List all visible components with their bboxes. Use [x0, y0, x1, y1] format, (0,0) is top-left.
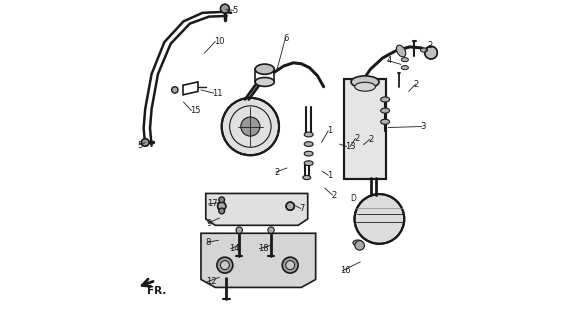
Text: FR.: FR.	[147, 286, 166, 296]
Text: 7: 7	[299, 204, 304, 213]
Ellipse shape	[255, 64, 274, 74]
Text: 1: 1	[327, 126, 332, 135]
Circle shape	[220, 261, 230, 270]
Text: 18: 18	[258, 244, 268, 253]
Text: 2: 2	[274, 168, 280, 177]
Text: 12: 12	[205, 277, 216, 286]
Bar	[344, 79, 386, 179]
Circle shape	[268, 227, 274, 233]
Ellipse shape	[381, 97, 390, 102]
Circle shape	[218, 202, 226, 210]
Polygon shape	[205, 194, 308, 225]
Ellipse shape	[355, 82, 375, 91]
Text: 5: 5	[232, 6, 238, 15]
Text: 8: 8	[205, 238, 211, 247]
Text: 10: 10	[214, 37, 224, 46]
Ellipse shape	[304, 151, 313, 156]
Text: 1: 1	[327, 171, 332, 180]
Circle shape	[425, 46, 437, 59]
Text: 2: 2	[354, 134, 359, 143]
Circle shape	[217, 257, 233, 273]
Ellipse shape	[304, 142, 313, 147]
Ellipse shape	[401, 58, 408, 62]
Ellipse shape	[397, 45, 406, 57]
Text: 2: 2	[369, 135, 374, 144]
Circle shape	[282, 257, 298, 273]
Ellipse shape	[401, 66, 408, 70]
Circle shape	[222, 98, 279, 155]
Circle shape	[286, 261, 294, 270]
Circle shape	[141, 139, 149, 146]
Circle shape	[236, 227, 242, 233]
Ellipse shape	[304, 132, 313, 137]
Ellipse shape	[381, 119, 390, 124]
Text: D: D	[351, 194, 356, 203]
Text: 3: 3	[420, 122, 425, 131]
Text: 2: 2	[428, 41, 433, 50]
Text: 14: 14	[229, 244, 239, 253]
Ellipse shape	[304, 161, 313, 165]
Text: 13: 13	[345, 142, 356, 151]
Circle shape	[286, 202, 294, 210]
Text: 17: 17	[207, 199, 218, 208]
Ellipse shape	[381, 108, 390, 113]
Polygon shape	[201, 233, 316, 287]
Circle shape	[355, 194, 404, 244]
Text: 15: 15	[190, 106, 200, 115]
Text: 2: 2	[414, 80, 419, 89]
Text: 5: 5	[137, 140, 142, 149]
Circle shape	[355, 241, 364, 250]
Ellipse shape	[255, 77, 274, 86]
Ellipse shape	[421, 48, 428, 52]
Circle shape	[241, 117, 260, 136]
Text: 11: 11	[212, 89, 223, 98]
Text: 2: 2	[331, 190, 336, 200]
Bar	[344, 79, 386, 179]
Circle shape	[172, 87, 178, 93]
Ellipse shape	[351, 76, 379, 88]
Circle shape	[219, 208, 224, 214]
Ellipse shape	[353, 240, 363, 246]
Text: 16: 16	[340, 266, 351, 276]
Ellipse shape	[302, 175, 311, 180]
Text: 9: 9	[207, 219, 212, 228]
Text: 4: 4	[386, 56, 391, 65]
Circle shape	[220, 4, 230, 13]
Circle shape	[219, 197, 224, 203]
Text: 6: 6	[284, 34, 289, 43]
